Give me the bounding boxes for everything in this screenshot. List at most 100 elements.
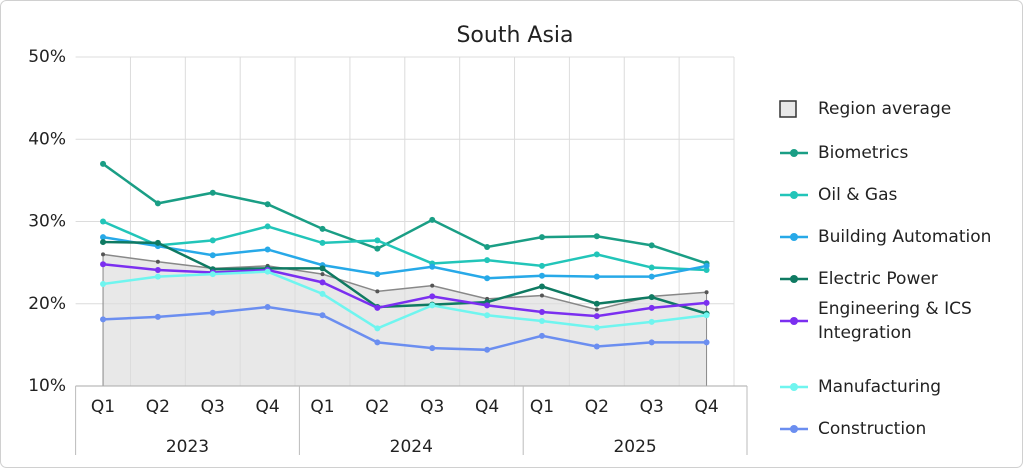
marker <box>319 279 326 286</box>
marker <box>538 308 545 315</box>
x-tick-label: Q1 <box>91 397 115 417</box>
line <box>103 240 707 315</box>
line <box>102 235 707 280</box>
legend-label: Region average <box>818 99 951 119</box>
marker <box>703 262 710 269</box>
marker <box>100 316 107 323</box>
x-tick-label: Q1 <box>310 397 334 417</box>
marker <box>484 275 491 282</box>
marker <box>100 281 107 288</box>
marker <box>484 257 491 264</box>
y-tick-label: 10% <box>28 376 66 396</box>
y-tick-label: 40% <box>28 129 66 149</box>
marker <box>100 239 107 246</box>
marker <box>429 293 436 300</box>
marker <box>154 239 161 246</box>
x-tick-label: Q3 <box>201 397 225 417</box>
chart-title: South Asia <box>456 23 573 48</box>
marker <box>703 339 710 346</box>
legend-label-line: Integration <box>818 323 912 343</box>
marker <box>154 200 161 207</box>
line <box>102 305 707 352</box>
marker <box>648 273 655 280</box>
marker <box>648 294 655 301</box>
marker <box>209 189 216 196</box>
marker <box>209 237 216 244</box>
x-tick-label: Q2 <box>365 397 389 417</box>
group-label: 2024 <box>390 437 433 457</box>
marker <box>429 345 436 352</box>
marker <box>375 289 380 294</box>
marker <box>319 312 326 319</box>
marker <box>538 283 545 290</box>
marker <box>374 304 381 311</box>
marker <box>704 290 709 295</box>
marker <box>538 262 545 269</box>
marker <box>154 313 161 320</box>
x-tick-label: Q4 <box>256 397 280 417</box>
marker <box>429 263 436 270</box>
marker <box>593 300 600 307</box>
marker <box>538 332 545 339</box>
group-label: 2023 <box>166 437 209 457</box>
marker <box>264 246 271 253</box>
legend-marker <box>790 275 798 283</box>
marker <box>429 302 436 309</box>
x-tick-label: Q1 <box>530 397 554 417</box>
line <box>102 263 707 318</box>
legend-marker <box>790 149 798 157</box>
marker <box>154 267 161 274</box>
line <box>102 270 707 330</box>
marker <box>320 272 325 277</box>
marker <box>648 264 655 271</box>
x-tick-label: Q2 <box>146 397 170 417</box>
marker <box>648 304 655 311</box>
marker <box>264 304 271 311</box>
marker <box>319 290 326 297</box>
marker <box>374 245 381 252</box>
legend-marker <box>790 191 798 199</box>
legend-label: Engineering & ICS Integration <box>818 299 972 343</box>
x-tick-label: Q2 <box>585 397 609 417</box>
marker <box>593 233 600 240</box>
marker <box>593 251 600 258</box>
y-tick-label: 30% <box>28 212 66 232</box>
legend-marker <box>790 425 798 433</box>
marker <box>703 267 710 274</box>
legend-swatch <box>779 100 797 118</box>
marker <box>484 243 491 250</box>
x-tick-label: Q3 <box>420 397 444 417</box>
marker <box>319 265 326 272</box>
legend-marker <box>790 317 798 325</box>
marker <box>100 261 107 268</box>
legend-label: Electric Power <box>818 269 938 289</box>
marker <box>593 324 600 331</box>
marker <box>484 302 491 309</box>
marker <box>648 339 655 346</box>
marker <box>264 223 271 230</box>
y-tick-label: 50% <box>28 47 66 67</box>
marker <box>538 234 545 241</box>
marker <box>209 252 216 259</box>
legend-marker <box>790 233 798 241</box>
legend-label-line: Engineering & ICS <box>818 299 972 319</box>
marker <box>100 234 107 241</box>
marker <box>374 237 381 244</box>
x-tick-label: Q4 <box>475 397 499 417</box>
marker <box>703 312 710 319</box>
marker <box>264 201 271 208</box>
marker <box>539 293 544 298</box>
marker <box>100 160 107 167</box>
legend-label: Construction <box>818 419 926 439</box>
marker <box>101 252 106 257</box>
marker <box>593 273 600 280</box>
marker <box>264 268 271 275</box>
marker <box>429 216 436 223</box>
y-tick-label: 20% <box>28 294 66 314</box>
area-line <box>102 253 707 311</box>
marker <box>538 272 545 279</box>
legend-label: Biometrics <box>818 143 909 163</box>
group-label: 2025 <box>613 437 656 457</box>
marker <box>703 299 710 306</box>
